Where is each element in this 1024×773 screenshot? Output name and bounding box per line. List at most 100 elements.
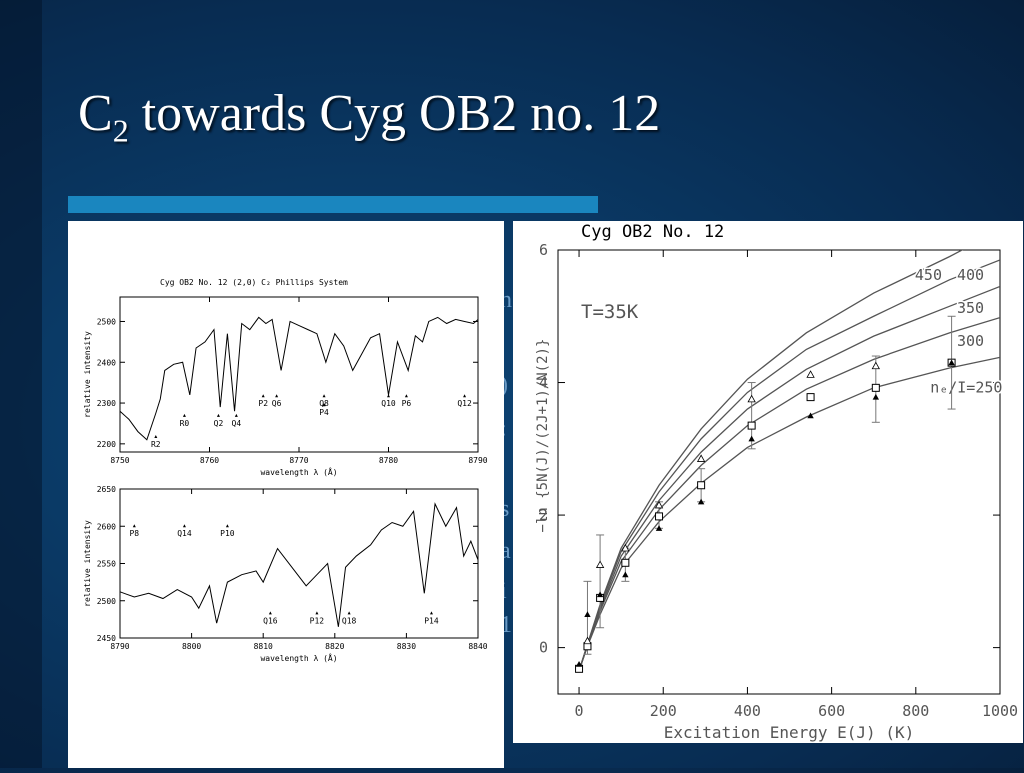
data-point-square	[655, 512, 664, 521]
line-label: R0	[180, 419, 190, 428]
x-tick-label: 8800	[182, 642, 201, 651]
chart-title: Cyg OB2 No. 12 (2,0) C₂ Phillips System	[160, 278, 348, 287]
line-marker	[275, 394, 279, 398]
data-point-open-triangle	[747, 394, 756, 403]
line-label: Q4	[232, 419, 242, 428]
spectrum-figure: Cyg OB2 No. 12 (2,0) C₂ Phillips System 8…	[83, 278, 488, 663]
line-marker	[322, 394, 326, 398]
title-underline-bar	[68, 196, 598, 213]
line-marker	[154, 435, 158, 439]
data-point-square	[806, 393, 815, 402]
x-tick-label: 400	[734, 702, 761, 720]
y-tick-label: 2600	[97, 522, 116, 531]
data-point-filled-triangle	[748, 435, 755, 442]
left-edge-strip	[0, 0, 42, 768]
line-label: P6	[402, 399, 412, 408]
title-rest: towards Cyg OB2 no. 12	[128, 85, 661, 142]
y-tick-label: 2400	[97, 358, 116, 367]
data-point-square	[747, 421, 756, 430]
plot-frame	[557, 249, 1001, 695]
y-axis-label: relative intensity	[83, 520, 92, 607]
line-label: P12	[310, 616, 325, 625]
data-point-square	[871, 383, 880, 392]
x-axis-label: Excitation Energy E(J) (K)	[664, 723, 914, 742]
line-marker	[182, 413, 186, 417]
y-tick-label: 2	[539, 506, 548, 524]
line-marker	[132, 524, 136, 528]
line-marker	[234, 413, 238, 417]
data-point-filled-triangle	[584, 611, 591, 618]
y-tick-label: 2550	[97, 560, 116, 569]
line-marker	[182, 524, 186, 528]
x-tick-label: 800	[902, 702, 929, 720]
x-tick-label: 8790	[110, 642, 129, 651]
x-tick-label: 8810	[254, 642, 273, 651]
line-label: Q10	[381, 399, 396, 408]
curve-label: 350	[957, 299, 984, 317]
data-point-filled-triangle	[948, 359, 955, 366]
line-marker	[315, 611, 319, 615]
model-curve	[578, 285, 1000, 672]
data-point-filled-triangle	[872, 393, 880, 400]
model-curve	[578, 250, 964, 672]
curve-label: 300	[957, 332, 984, 350]
spectrum-line	[119, 502, 479, 627]
data-point-open-triangle	[583, 636, 592, 645]
background-text-fragment: s	[500, 496, 510, 522]
title-subscript: 2	[112, 112, 129, 149]
data-point-filled-triangle	[622, 571, 629, 578]
spectrum-line	[119, 316, 479, 441]
y-tick-label: 4	[539, 374, 548, 392]
line-marker	[225, 524, 229, 528]
line-label: P8	[129, 529, 139, 538]
y-axis-label: relative intensity	[83, 331, 92, 418]
line-marker	[216, 413, 220, 417]
y-tick-label: 2500	[97, 597, 116, 606]
x-tick-label: 8830	[397, 642, 416, 651]
line-marker	[347, 611, 351, 615]
excitation-figure-panel: Cyg OB2 No. 12 0 200 400 600 800 1000 0 2 4 6 450 40…	[513, 221, 1023, 743]
y-tick-label: 2500	[97, 317, 116, 326]
line-label: Q18	[342, 616, 357, 625]
line-marker	[322, 403, 326, 407]
x-tick-label: 8820	[325, 642, 344, 651]
data-point-open-triangle	[871, 361, 880, 370]
line-marker	[268, 611, 272, 615]
y-tick-label: 0	[539, 639, 548, 657]
x-tick-label: 1000	[982, 702, 1018, 720]
curve-label: nₑ/I=250	[930, 378, 1002, 396]
background-text-fragment: a	[500, 538, 511, 564]
model-curves	[578, 250, 1000, 672]
x-axis-label: wavelength λ (Å)	[260, 466, 337, 477]
x-tick-label: 200	[650, 702, 677, 720]
line-label: P14	[424, 616, 439, 625]
line-marker	[261, 394, 265, 398]
model-curve	[578, 316, 1000, 672]
line-label: Q14	[177, 529, 192, 538]
line-label: R2	[151, 440, 161, 449]
x-axis-label: wavelength λ (Å)	[260, 652, 337, 663]
x-tick-label: 8760	[200, 456, 219, 465]
y-tick-label: 2450	[97, 634, 116, 643]
line-marker	[429, 611, 433, 615]
y-tick-label: 2200	[97, 440, 116, 449]
title-main: C	[78, 85, 113, 142]
line-label: Q12	[457, 399, 472, 408]
data-point-filled-triangle	[807, 412, 814, 419]
data-point-filled-triangle	[596, 591, 604, 598]
model-curve	[578, 259, 1000, 672]
data-point-open-triangle	[621, 543, 630, 552]
line-marker	[463, 394, 467, 398]
plot-frame	[119, 296, 479, 453]
y-tick-label: 2650	[97, 485, 116, 494]
excitation-figure: Cyg OB2 No. 12 0 200 400 600 800 1000 0 2 4 6 450 40…	[535, 222, 1018, 742]
data-point-square	[621, 558, 630, 567]
y-tick-label: 2300	[97, 399, 116, 408]
line-label: Q16	[263, 616, 278, 625]
x-tick-label: 8750	[110, 456, 129, 465]
line-label: P2	[258, 399, 268, 408]
y-axis-label: −ln {5N(J)/(2J+1)/N(2)}	[535, 339, 551, 533]
line-label: Q6	[272, 399, 282, 408]
y-tick-label: 6	[539, 241, 548, 259]
data-point-open-triangle	[654, 500, 664, 509]
